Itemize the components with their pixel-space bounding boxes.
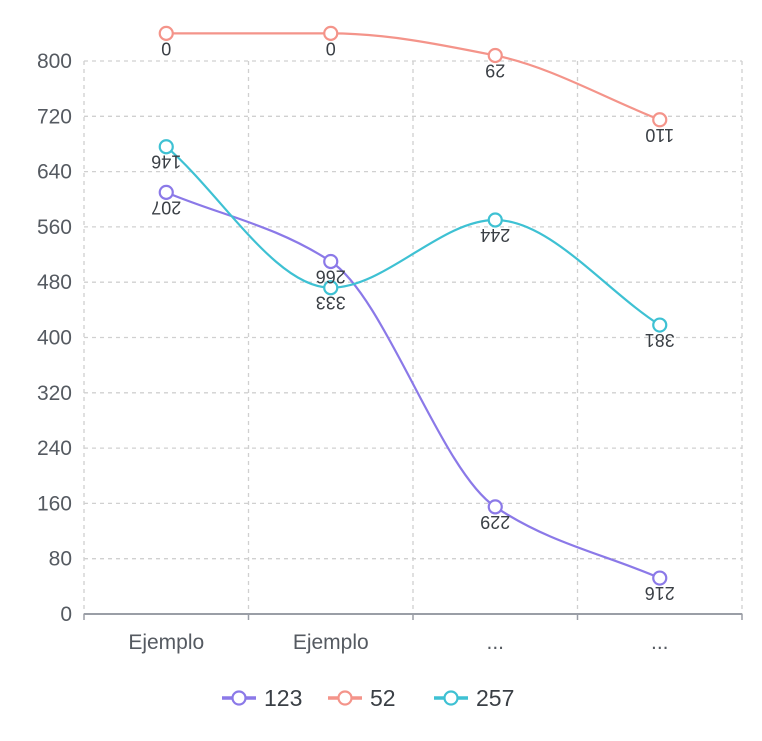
- legend-label: 257: [476, 685, 514, 711]
- data-label: 146: [151, 152, 181, 172]
- data-label: 229: [480, 512, 510, 532]
- data-label: 216: [645, 583, 675, 603]
- y-tick-label: 800: [37, 50, 72, 73]
- legend-label: 52: [370, 685, 396, 711]
- data-label: 244: [480, 225, 510, 245]
- data-point[interactable]: [487, 212, 503, 228]
- data-label: 110: [645, 125, 674, 145]
- series-line: [166, 32, 661, 121]
- legend[interactable]: 123 52 257: [222, 685, 514, 711]
- legend-marker-icon: [231, 690, 247, 706]
- y-tick-label: 240: [37, 437, 72, 460]
- data-point[interactable]: [158, 139, 174, 155]
- x-tick-label: ...: [651, 631, 669, 654]
- legend-item[interactable]: 52: [328, 685, 396, 711]
- x-tick-label: Ejemplo: [128, 631, 204, 654]
- grid-lines: [83, 60, 743, 614]
- series-lines: [165, 32, 661, 580]
- data-point[interactable]: [158, 25, 174, 41]
- legend-marker-icon: [337, 690, 353, 706]
- legend-marker-icon: [443, 690, 459, 706]
- y-tick-label: 640: [37, 161, 72, 184]
- x-tick-label: Ejemplo: [293, 631, 369, 654]
- data-label: 0: [326, 38, 336, 58]
- y-tick-label: 80: [49, 548, 72, 571]
- y-tick-label: 480: [37, 271, 72, 294]
- y-tick-label: 160: [37, 492, 72, 515]
- y-tick-label: 320: [37, 382, 72, 405]
- data-point[interactable]: [487, 499, 503, 515]
- y-tick-label: 400: [37, 327, 72, 350]
- data-point[interactable]: [487, 47, 503, 64]
- data-point[interactable]: [323, 253, 339, 270]
- y-tick-label: 560: [37, 216, 72, 239]
- data-point[interactable]: [158, 184, 174, 200]
- x-tick-label: ...: [486, 631, 504, 654]
- data-point[interactable]: [652, 317, 668, 333]
- series-line: [165, 145, 661, 326]
- data-point[interactable]: [323, 25, 339, 41]
- data-point[interactable]: [652, 112, 668, 128]
- y-tick-label: 720: [37, 105, 72, 128]
- series-line: [165, 191, 661, 580]
- data-label: 29: [485, 60, 505, 80]
- data-point[interactable]: [652, 570, 668, 586]
- series-points: [158, 25, 668, 586]
- data-label: 0: [161, 38, 171, 58]
- axes: 0 80 160 240 320 400 480 560 640 720 800 Ejemplo Eje…: [37, 50, 743, 654]
- legend-item[interactable]: 123: [222, 685, 302, 711]
- y-tick-label: 0: [60, 603, 72, 626]
- data-labels: 207 266 229 216 0 0 29 110 146 333 244 381: [151, 38, 675, 603]
- data-label: 266: [316, 266, 346, 286]
- legend-label: 123: [264, 685, 302, 711]
- legend-item[interactable]: 257: [434, 685, 514, 711]
- data-label: 207: [151, 197, 181, 217]
- data-point[interactable]: [323, 280, 339, 296]
- data-label: 333: [316, 293, 346, 313]
- data-label: 381: [645, 330, 675, 350]
